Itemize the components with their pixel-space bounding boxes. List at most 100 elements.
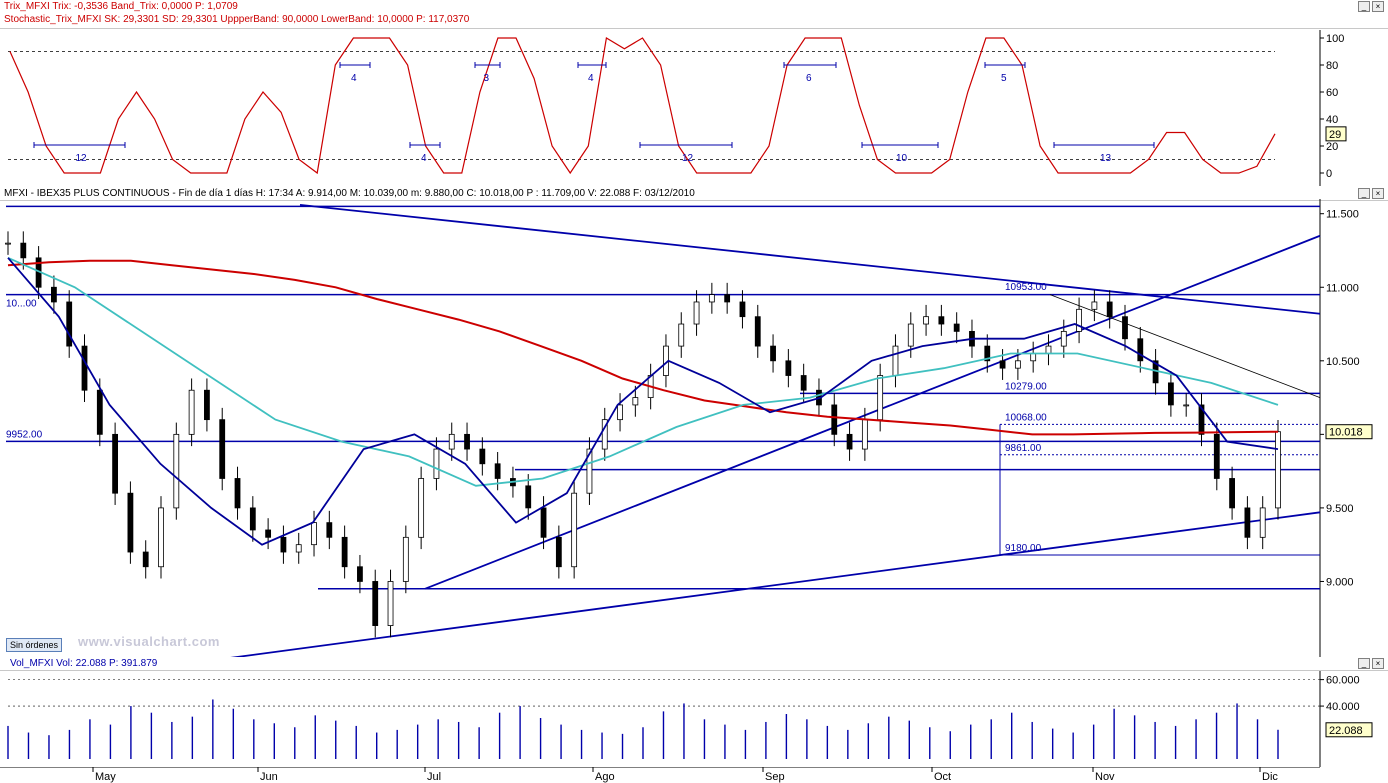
- cycle-label: 10: [896, 153, 908, 164]
- current-value-badge: 29: [1325, 126, 1347, 142]
- candle-body: [770, 345, 776, 362]
- x-tick-label: Dic: [1262, 771, 1278, 783]
- level-label: 10...00: [6, 299, 37, 310]
- candle-body: [1137, 338, 1144, 362]
- candle-body: [479, 448, 486, 465]
- candle-body: [1014, 360, 1021, 369]
- volume-legend: Vol_MFXI Vol: 22.088 P: 391.879: [10, 658, 158, 669]
- current-value-badge: 10.018: [1325, 424, 1373, 440]
- y-tick-label: 60: [1326, 87, 1338, 99]
- trendline: [299, 203, 1321, 315]
- candle-body: [1229, 478, 1235, 509]
- volume-chart[interactable]: 60.000 40.000 22.088: [0, 657, 1388, 767]
- candle-body: [1167, 382, 1174, 406]
- price-legend: MFXI - IBEX35 PLUS CONTINUOUS - Fin de d…: [4, 188, 695, 199]
- badge-text: 29: [1329, 129, 1341, 141]
- volume-header: Vol_MFXI Vol: 22.088 P: 391.879 _ ×: [0, 657, 1388, 671]
- price-header: MFXI - IBEX35 PLUS CONTINUOUS - Fin de d…: [0, 187, 1388, 201]
- volume-pane: Vol_MFXI Vol: 22.088 P: 391.879 _ × 60.0…: [0, 657, 1388, 767]
- candle-body: [96, 389, 103, 435]
- candle-body: [892, 345, 899, 376]
- minimize-button[interactable]: _: [1358, 658, 1370, 669]
- cycle-label: 6: [806, 73, 812, 84]
- candle-body: [418, 478, 425, 538]
- x-tick-label: Jun: [260, 771, 278, 783]
- x-tick-label: May: [95, 771, 116, 783]
- candle-body: [311, 522, 317, 546]
- candle-body: [127, 492, 134, 553]
- y-tick-label: 60.000: [1326, 675, 1360, 687]
- badge-box: [1325, 126, 1347, 142]
- candle-body: [1183, 404, 1190, 407]
- level-label: 9952.00: [6, 429, 43, 440]
- orders-status-button[interactable]: Sin órdenes: [6, 638, 63, 652]
- x-axis: May Jun Jul Ago Sep Oct Nov Dic: [0, 767, 1320, 783]
- candle-body: [586, 448, 593, 494]
- price-chart[interactable]: 11.500 11.000 10.500 9.500 9.000 10...00 9952.…: [0, 187, 1388, 657]
- x-tick-label: Oct: [934, 771, 951, 783]
- candle-body: [846, 433, 853, 450]
- candle-body: [754, 316, 761, 347]
- candle-body: [693, 301, 700, 325]
- stochastic-legend: Stochastic_Trix_MFXI SK: 29,3301 SD: 29,…: [4, 14, 470, 25]
- candle-body: [540, 507, 547, 538]
- trix-legend: Trix_MFXI Trix: -0,3536 Band_Trix: 0,000…: [4, 1, 238, 12]
- y-tick-label: 100: [1326, 33, 1344, 45]
- candle-body: [249, 507, 256, 531]
- close-button[interactable]: ×: [1372, 658, 1384, 669]
- badge-box: [1325, 722, 1373, 738]
- candle-body: [158, 507, 164, 568]
- candle-body: [326, 522, 333, 538]
- stochastic-pane: Trix_MFXI Trix: -0,3536 Band_Trix: 0,000…: [0, 0, 1388, 187]
- volume-window-buttons: _ ×: [1358, 658, 1384, 669]
- candle-body: [51, 286, 57, 303]
- y-tick-label: 9.500: [1326, 503, 1354, 515]
- candle-body: [280, 536, 287, 553]
- candle-body: [1275, 431, 1281, 509]
- candle-body: [81, 345, 88, 391]
- trendline-thin: [1049, 294, 1321, 398]
- level-label: 9180.00: [1005, 543, 1042, 554]
- watermark: www.visualchart.com: [78, 634, 220, 649]
- candle-body: [1076, 308, 1082, 332]
- cycle-label: 3: [484, 73, 490, 84]
- candle-body: [448, 433, 455, 450]
- minimize-button[interactable]: _: [1358, 1, 1370, 12]
- candle-body: [601, 419, 608, 450]
- candle-body: [295, 544, 302, 553]
- current-value-badge: 22.088: [1325, 722, 1373, 738]
- candle-body: [785, 360, 792, 376]
- candle-body: [112, 433, 119, 494]
- minimize-button[interactable]: _: [1358, 188, 1370, 199]
- y-tick-label: 9.000: [1326, 576, 1354, 588]
- stochastic-line: [9, 37, 1276, 175]
- close-button[interactable]: ×: [1372, 188, 1384, 199]
- candle-body: [1198, 404, 1205, 435]
- y-tick-label: 11.000: [1326, 282, 1359, 294]
- cycle-label: 4: [588, 73, 594, 84]
- candle-body: [219, 419, 226, 479]
- stochastic-header: Trix_MFXI Trix: -0,3536 Band_Trix: 0,000…: [0, 0, 1388, 29]
- candle-body: [555, 536, 562, 568]
- candle-body: [724, 294, 731, 303]
- candle-body: [877, 375, 884, 421]
- x-tick-label: Jul: [427, 771, 441, 783]
- candle-body: [357, 566, 363, 582]
- candle-body: [1213, 433, 1220, 479]
- close-button[interactable]: ×: [1372, 1, 1384, 12]
- cycle-label: 4: [421, 153, 427, 164]
- candle-body: [341, 536, 348, 568]
- candle-body: [1244, 507, 1251, 538]
- candle-body: [173, 433, 180, 509]
- stochastic-chart[interactable]: 100 80 60 40 20 0 12 4 4 3 4 12 6 10 5 13 29: [0, 0, 1388, 187]
- level-label: 10068.00: [1005, 412, 1047, 423]
- candle-body: [1122, 316, 1128, 340]
- candle-body: [1106, 301, 1113, 318]
- candle-body: [20, 242, 27, 259]
- candle-body: [999, 360, 1006, 369]
- candle-body: [923, 316, 929, 325]
- candle-body: [800, 375, 807, 391]
- candle-body: [739, 301, 746, 318]
- candle-body: [907, 323, 914, 347]
- y-tick-label: 0: [1326, 168, 1332, 180]
